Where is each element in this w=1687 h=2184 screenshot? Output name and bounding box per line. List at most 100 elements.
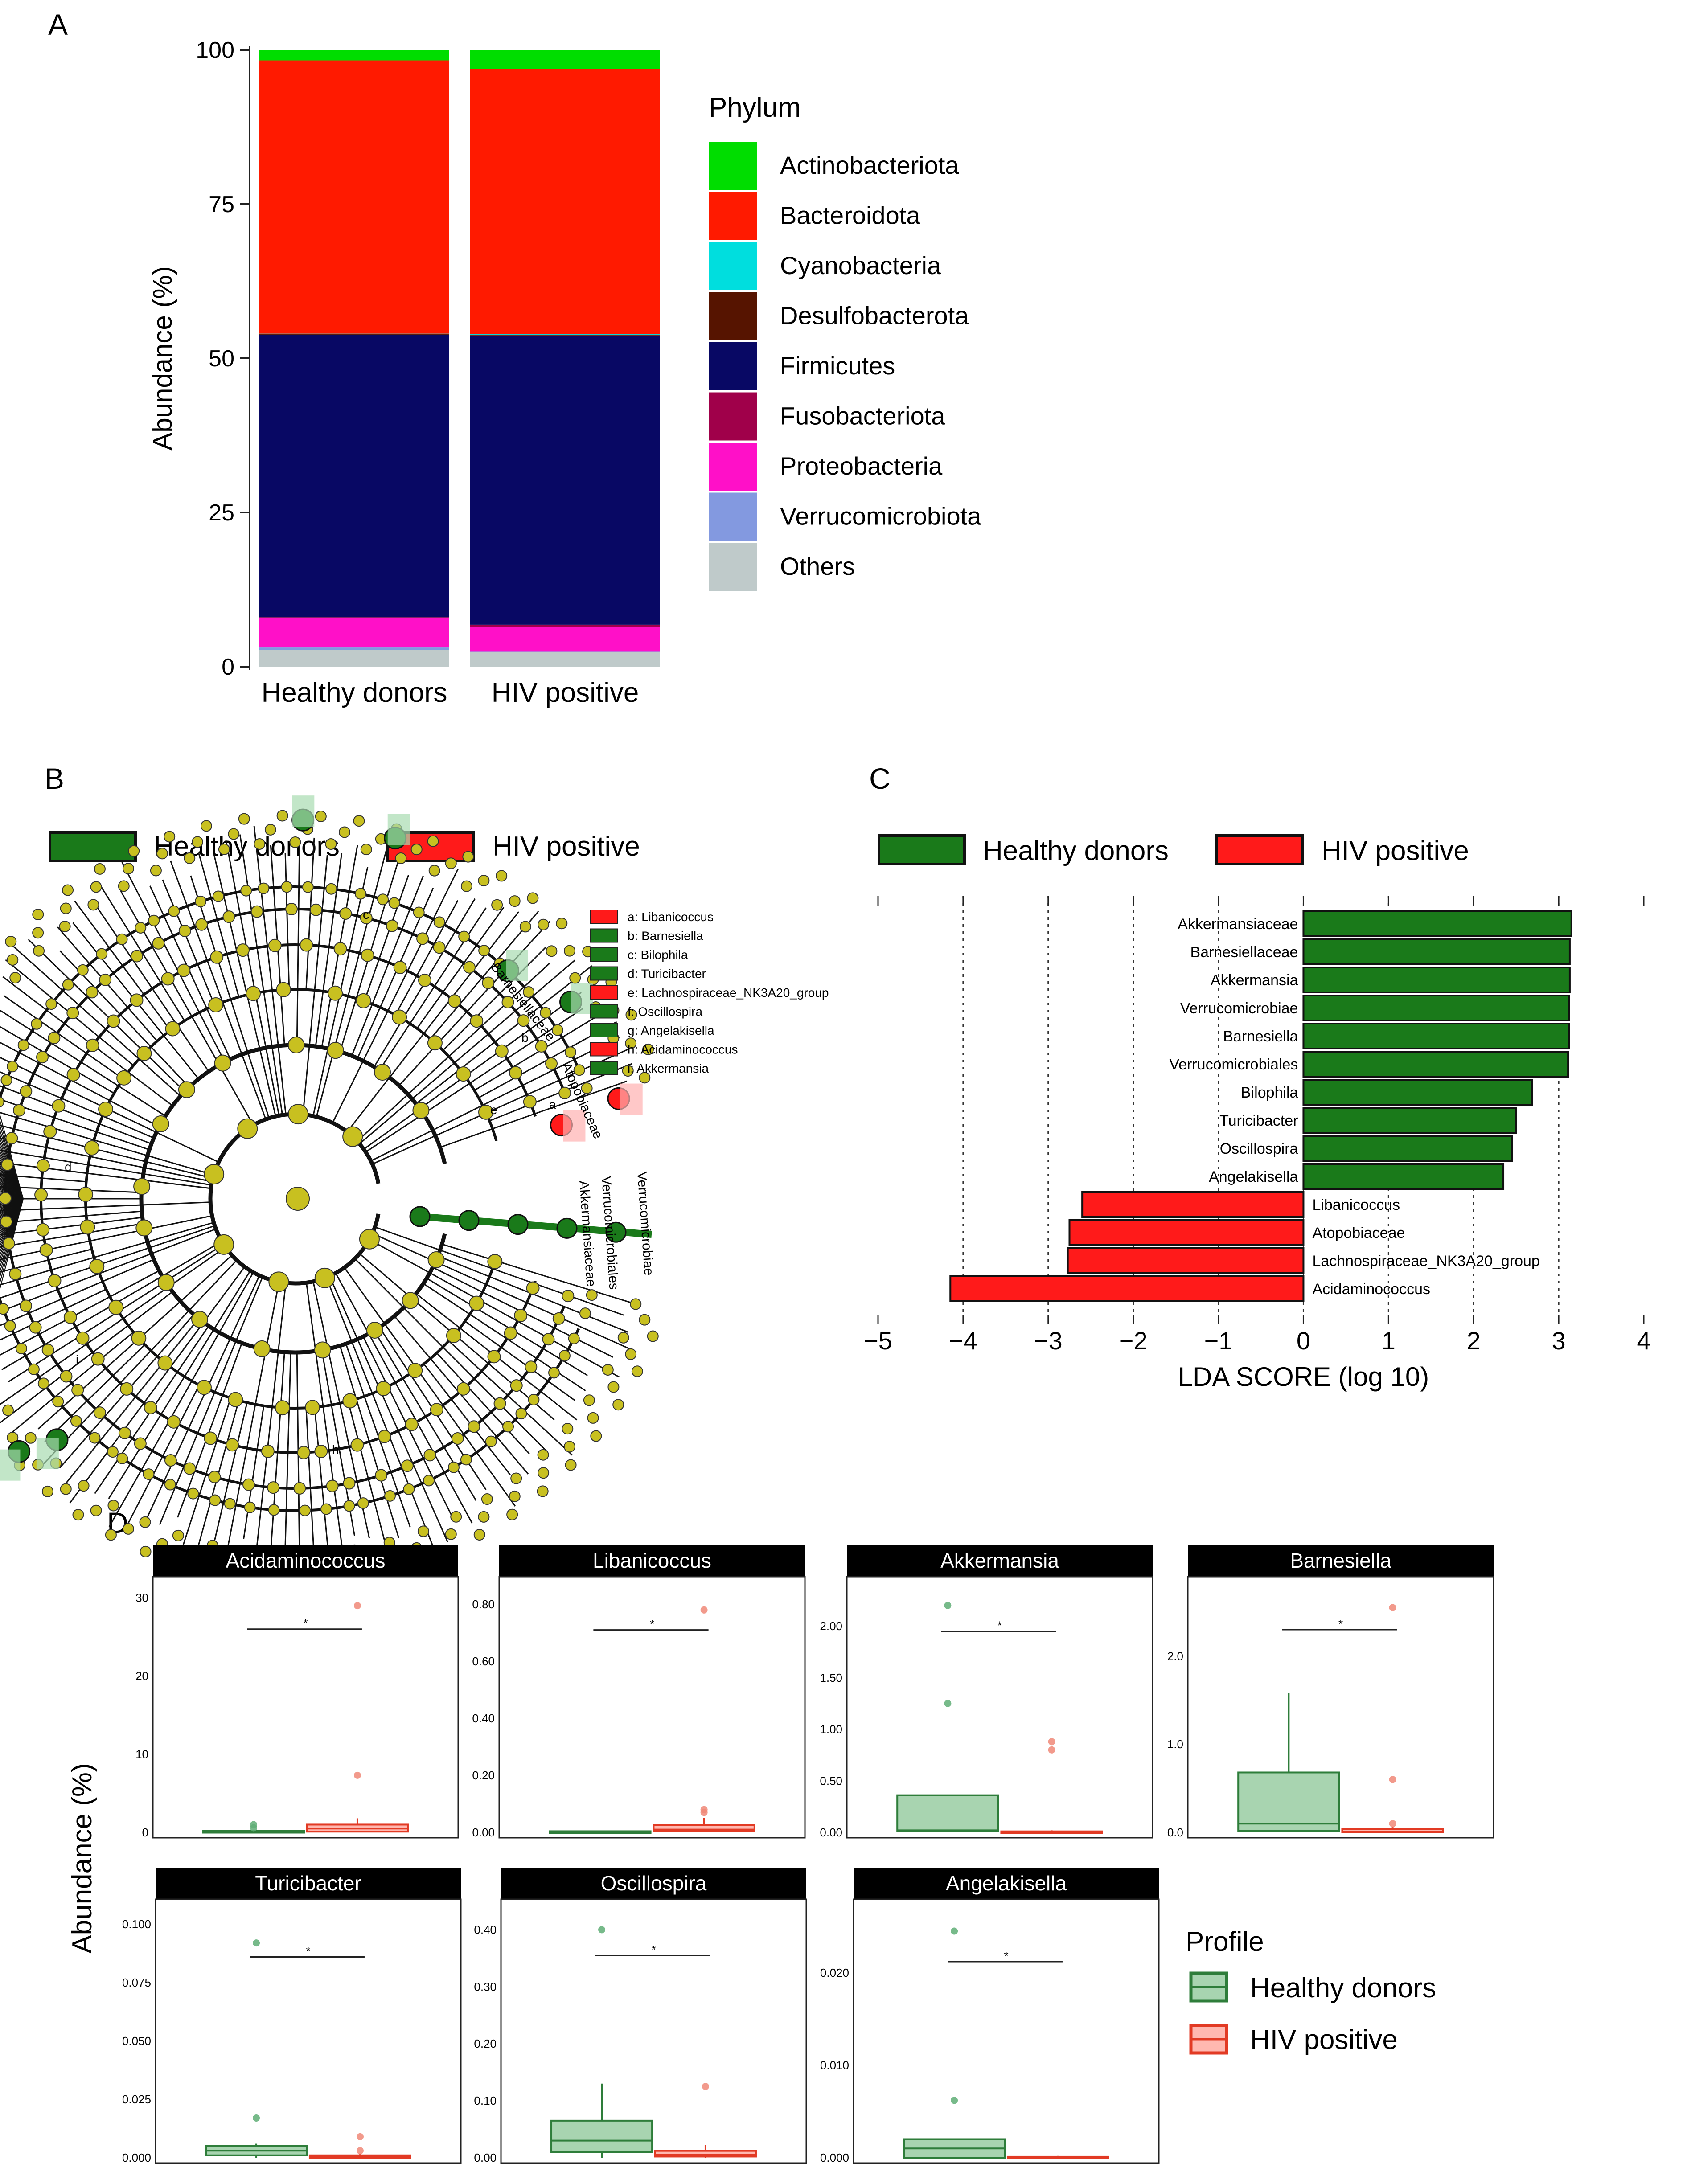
key-entry: c: Bilophila [628, 948, 688, 962]
clade-leaf [612, 1399, 624, 1411]
clade-node [268, 1504, 280, 1516]
clade-node [573, 1064, 585, 1076]
clade-branch [315, 853, 343, 1047]
clade-branch [149, 885, 231, 1060]
clade-branch [208, 1402, 248, 1566]
clade-node-healthy [458, 1210, 480, 1231]
clade-node [540, 1007, 552, 1019]
clade-node [304, 1400, 320, 1415]
clade-node [268, 938, 282, 952]
clade-node [84, 1140, 100, 1156]
clade-leaf [538, 1467, 550, 1479]
clade-node [509, 1066, 523, 1080]
clade-branch [121, 862, 226, 1062]
facet-strip [501, 1868, 806, 1899]
x-tick-label: 3 [1552, 1327, 1566, 1355]
clade-node [526, 1281, 540, 1295]
clade-fan-line [0, 1198, 24, 1222]
box-outlier-hiv [356, 2133, 364, 2140]
lda-bar-acidaminococcus [949, 1275, 1305, 1302]
box-outlier-healthy [944, 1602, 952, 1609]
clade-leaf [184, 852, 196, 864]
clade-fan-line [0, 1198, 24, 1260]
clade-node [267, 1481, 280, 1494]
y-tick-label: 2.0 [1167, 1649, 1183, 1663]
y-tick-label: 0.00 [472, 1826, 495, 1839]
clade-node [89, 1432, 101, 1444]
clade-branch [198, 852, 240, 997]
clade-branch [94, 903, 209, 1072]
box-outlier-hiv [1389, 1820, 1396, 1828]
y-tick-label: 1.00 [820, 1723, 842, 1736]
clade-node [39, 1243, 53, 1257]
bar-verrucomicrobiota-healthy-donors [259, 647, 449, 650]
clade-fan-line [0, 1198, 24, 1278]
clade-node [131, 1330, 147, 1346]
clade-shade [506, 950, 529, 981]
clade-fan-line [0, 1180, 24, 1199]
clade-fan-line [0, 1198, 24, 1273]
clade-node [41, 1344, 54, 1356]
clade-node [63, 1310, 77, 1324]
clade-node [451, 1432, 464, 1445]
clade-node-letter: b [521, 1031, 529, 1045]
clade-node [20, 1299, 33, 1312]
clade-node-letter: h [332, 1442, 339, 1456]
clade-branch [239, 834, 283, 1115]
y-axis-label: Abundance (%) [148, 266, 177, 451]
clade-branch [372, 1048, 631, 1165]
clade-node [0, 1303, 9, 1315]
lda-bar-label: Turicibacter [1219, 1112, 1298, 1129]
clade-node [468, 1420, 480, 1433]
clade-branch [448, 1340, 573, 1456]
y-tick-label: 0.20 [474, 2037, 497, 2050]
box-outlier-hiv [1048, 1738, 1055, 1746]
clade-node [562, 1290, 575, 1303]
clade-branch [256, 1283, 287, 1545]
clade-node [191, 1311, 209, 1328]
clade-branch [305, 1283, 344, 1551]
clade-node [236, 943, 250, 957]
clade-node [552, 1312, 565, 1325]
facet-strip [153, 1545, 458, 1577]
x-tick-label: −1 [1204, 1327, 1233, 1355]
clade-leaf [417, 1525, 429, 1537]
y-tick-label: 0.10 [474, 2094, 497, 2107]
clade-branch [0, 1270, 160, 1356]
lda-bar-label: Verrucomicrobiales [1169, 1056, 1298, 1073]
clade-node [52, 1099, 66, 1113]
clade-branch [44, 1344, 146, 1443]
clade-fan-line [0, 1198, 24, 1213]
clade-node [501, 996, 514, 1009]
clade-branch [253, 826, 287, 1115]
clade-node [20, 1085, 33, 1098]
lda-bar-label: Barnesiella [1223, 1028, 1298, 1045]
clade-node [528, 1393, 540, 1405]
clade-node [168, 905, 180, 917]
legend-swatch-healthy [878, 834, 966, 865]
clade-branch [357, 962, 550, 1142]
significance-mark: * [651, 1943, 656, 1956]
lda-bar-label: Barnesiellaceae [1190, 944, 1298, 961]
key-swatch-hiv [590, 910, 618, 924]
clade-leaf [509, 895, 521, 907]
clade-leaf [537, 1485, 549, 1497]
clade-node [161, 972, 175, 986]
y-tick-label: 0.60 [472, 1655, 495, 1668]
clade-node [393, 960, 407, 974]
clade-branch [339, 1345, 400, 1538]
clade-node [325, 883, 337, 895]
key-swatch-healthy [590, 947, 618, 962]
clade-leaf [33, 945, 45, 957]
x-tick-label: 4 [1637, 1327, 1650, 1355]
clade-shade [0, 1449, 21, 1481]
clade-node [402, 1292, 419, 1309]
bar-proteobacteria-healthy-donors [259, 618, 449, 648]
clade-node [545, 1057, 558, 1070]
clade-leaf [72, 1509, 84, 1521]
clade-node [244, 1501, 256, 1513]
key-swatch-hiv [590, 985, 618, 1000]
y-tick-label: 20 [135, 1669, 148, 1683]
clade-node-healthy [605, 1221, 627, 1243]
clade-branch [69, 1266, 246, 1504]
